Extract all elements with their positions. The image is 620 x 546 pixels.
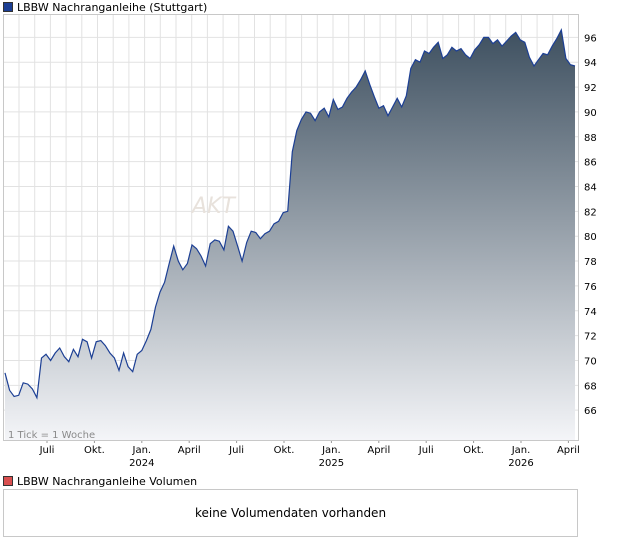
x-tick-label: Juli bbox=[228, 445, 244, 456]
price-area bbox=[5, 29, 575, 441]
y-tick-label: 72 bbox=[584, 332, 597, 343]
y-tick-label: 94 bbox=[584, 58, 597, 69]
x-tick-label: Juli bbox=[418, 445, 434, 456]
y-tick-label: 88 bbox=[584, 133, 597, 144]
x-tick-label: April bbox=[367, 445, 390, 456]
y-tick-label: 84 bbox=[584, 182, 597, 193]
price-legend-swatch bbox=[3, 2, 13, 12]
x-tick-label: Okt. bbox=[463, 445, 484, 456]
watermark: AKT bbox=[190, 194, 236, 219]
y-tick-label: 82 bbox=[584, 207, 597, 218]
price-legend-label: LBBW Nachranganleihe (Stuttgart) bbox=[17, 0, 208, 14]
x-year-label: 2026 bbox=[508, 458, 533, 469]
x-tick-label: April bbox=[178, 445, 201, 456]
y-tick-label: 74 bbox=[584, 307, 597, 318]
price-line bbox=[4, 28, 576, 400]
y-tick-label: 92 bbox=[584, 83, 597, 94]
y-tick-label: 66 bbox=[584, 406, 597, 417]
x-tick-label: Okt. bbox=[84, 445, 105, 456]
x-tick-label: April bbox=[557, 445, 580, 456]
volume-legend-swatch bbox=[3, 476, 13, 486]
volume-legend-label: LBBW Nachranganleihe Volumen bbox=[17, 474, 198, 488]
plot-frame bbox=[3, 14, 579, 441]
volume-panel: keine Volumendaten vorhanden bbox=[3, 489, 578, 537]
y-tick-label: 68 bbox=[584, 381, 597, 392]
y-tick-label: 86 bbox=[584, 158, 597, 169]
x-tick-label: Jan. bbox=[132, 445, 152, 456]
volume-legend: LBBW Nachranganleihe Volumen bbox=[3, 474, 197, 488]
price-legend: LBBW Nachranganleihe (Stuttgart) bbox=[3, 0, 207, 14]
x-tick-label: Jan. bbox=[511, 445, 531, 456]
price-chart: AKT 66 68 70 72 74 76 78 80 82 84 86 88 90 92 94 96 Jul… bbox=[3, 14, 597, 469]
x-year-label: 2024 bbox=[129, 458, 154, 469]
y-tick-label: 80 bbox=[584, 232, 597, 243]
y-tick-label: 70 bbox=[584, 356, 597, 367]
x-year-label: 2025 bbox=[319, 458, 344, 469]
y-tick-label: 90 bbox=[584, 108, 597, 119]
y-tick-label: 78 bbox=[584, 257, 597, 268]
x-tick-label: Juli bbox=[39, 445, 55, 456]
y-tick-label: 76 bbox=[584, 282, 597, 293]
volume-message: keine Volumendaten vorhanden bbox=[194, 506, 387, 520]
x-tick-label: Okt. bbox=[274, 445, 295, 456]
y-tick-label: 96 bbox=[584, 33, 597, 44]
x-tick-label: Jan. bbox=[321, 445, 341, 456]
tick-note: 1 Tick = 1 Woche bbox=[8, 430, 95, 441]
